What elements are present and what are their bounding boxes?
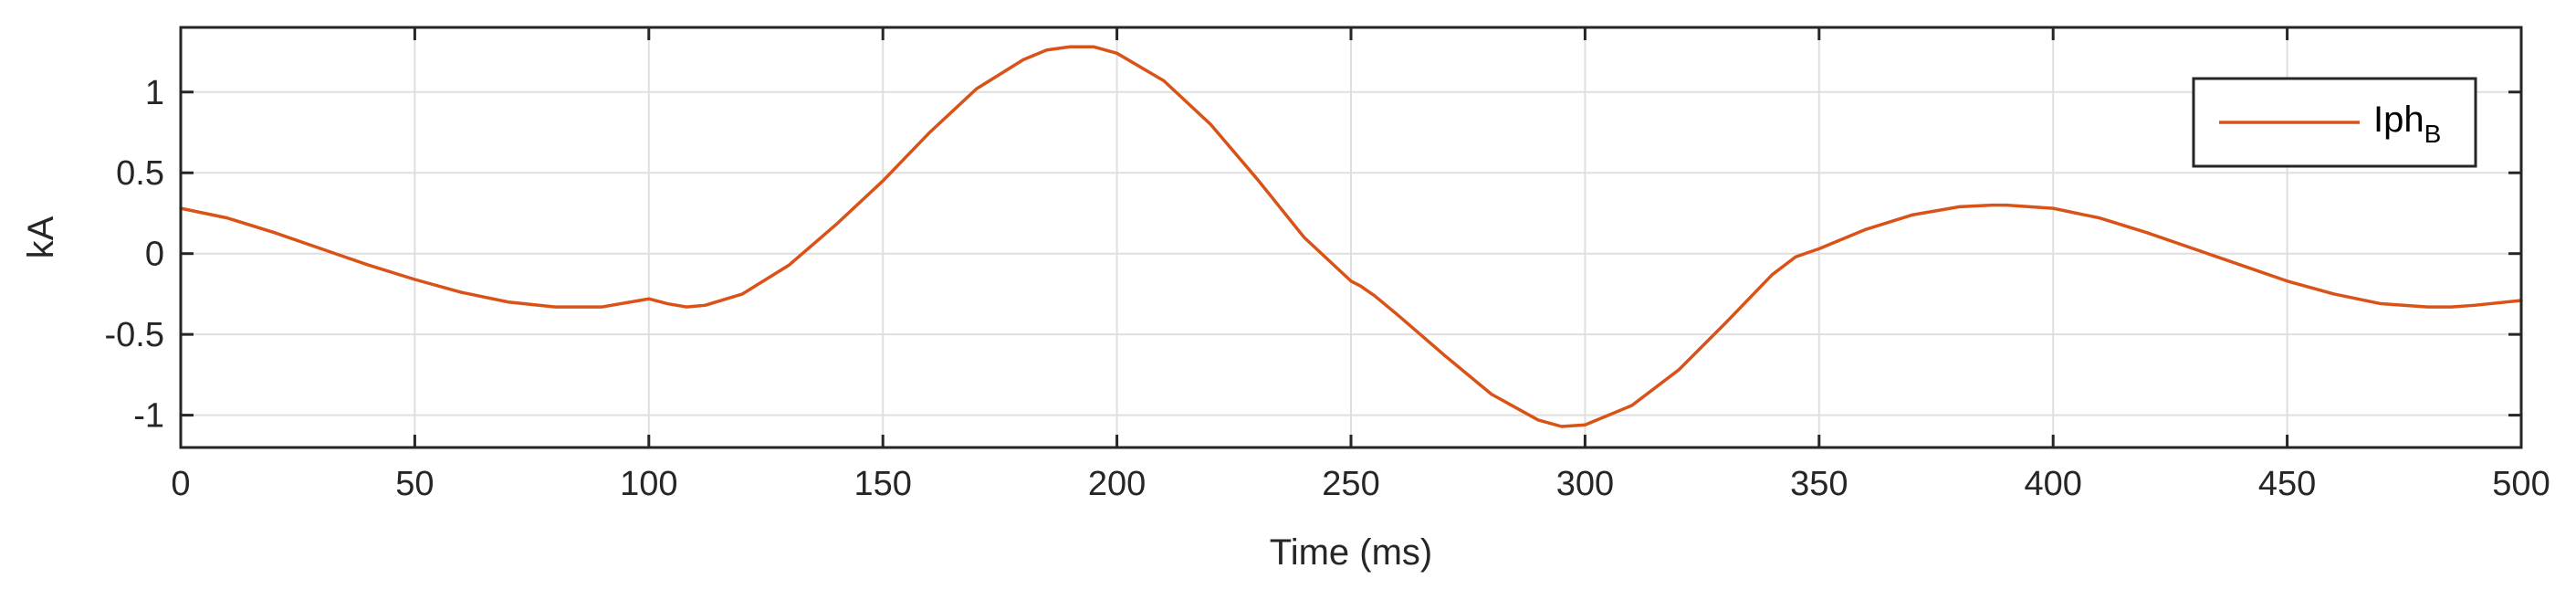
y-tick-label: 0 <box>145 236 164 274</box>
x-axis-label: Time (ms) <box>1270 532 1432 573</box>
x-tick-label: 450 <box>2258 465 2316 503</box>
y-tick-label: 1 <box>145 74 164 112</box>
legend-entry-label: IphB <box>2373 100 2441 148</box>
x-tick-label: 0 <box>171 465 190 503</box>
legend: IphB <box>2192 77 2477 168</box>
x-tick-label: 300 <box>1556 465 1614 503</box>
y-axis-label: kA <box>21 216 61 258</box>
grid <box>180 27 2522 447</box>
x-tick-labels: 0 50 100 150 200 250 300 350 400 450 500 <box>171 465 2550 503</box>
legend-series-name: Iph <box>2373 100 2424 140</box>
x-tick-label: 350 <box>1790 465 1848 503</box>
series-line-0 <box>179 45 2523 428</box>
y-tick-label: -0.5 <box>105 316 164 354</box>
tick-marks <box>179 27 2523 447</box>
x-tick-label: 50 <box>395 465 434 503</box>
x-tick-label: 200 <box>1088 465 1146 503</box>
x-tick-label: 150 <box>853 465 911 503</box>
y-tick-label: -1 <box>133 397 164 436</box>
x-tick-label: 400 <box>2024 465 2081 503</box>
x-tick-label: 250 <box>1322 465 1379 503</box>
x-tick-label: 100 <box>620 465 677 503</box>
y-tick-label: 0.5 <box>116 154 164 193</box>
y-tick-labels: -1 -0.5 0 0.5 1 <box>105 74 164 436</box>
series-layer <box>179 45 2523 428</box>
legend-series-subscript: B <box>2424 120 2442 148</box>
x-tick-label: 500 <box>2492 465 2550 503</box>
